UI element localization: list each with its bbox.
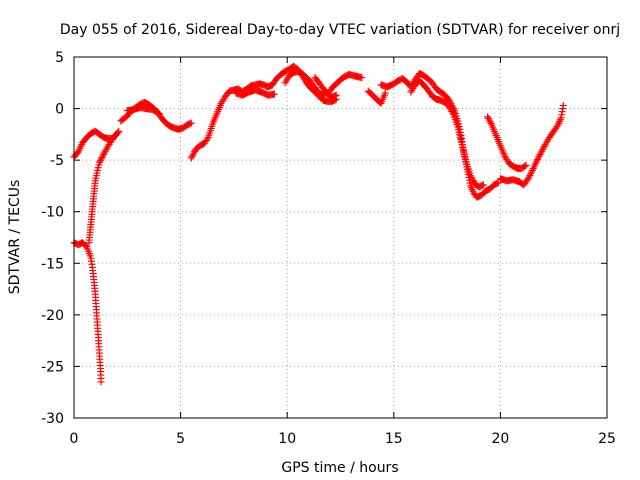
data-point — [446, 104, 454, 112]
y-tick-label: -10 — [41, 205, 64, 221]
series-arc-k — [324, 71, 366, 98]
data-point — [526, 171, 534, 179]
data-point — [484, 113, 492, 121]
data-point — [487, 119, 495, 127]
data-point — [358, 74, 366, 82]
y-tick-label: 5 — [55, 50, 64, 66]
y-tick-label: -15 — [41, 256, 64, 272]
data-point — [521, 162, 529, 170]
data-point — [445, 96, 453, 104]
series-arc-p — [496, 101, 567, 189]
series-arc-m — [377, 70, 502, 201]
data-point — [332, 91, 340, 99]
data-point — [96, 157, 104, 165]
data-point — [189, 151, 197, 159]
series-arc-d — [117, 98, 195, 133]
data-point — [100, 150, 108, 158]
data-point — [484, 114, 492, 122]
data-point — [467, 173, 475, 181]
series-arc-o — [484, 113, 530, 172]
data-point — [469, 177, 477, 185]
data-point — [533, 157, 541, 165]
data-point — [187, 154, 195, 162]
data-point — [113, 130, 121, 138]
data-point — [524, 175, 532, 183]
series-arc-i — [281, 67, 327, 100]
x-tick-label: 20 — [491, 431, 509, 447]
x-tick-label: 25 — [598, 431, 616, 447]
data-point — [190, 149, 198, 157]
data-point — [97, 155, 105, 163]
data-point — [539, 144, 547, 152]
data-point — [533, 156, 541, 164]
data-point — [525, 173, 533, 181]
series-arc-g — [232, 86, 278, 99]
data-point — [203, 135, 211, 143]
data-point — [528, 168, 536, 176]
y-tick-labels: -30 -25 -20 -15 -10 -5 0 5 — [41, 50, 64, 427]
plot-frame — [73, 56, 608, 419]
data-point — [188, 152, 196, 160]
data-point — [154, 109, 162, 117]
data-point — [559, 101, 567, 109]
series-arc-b — [85, 127, 123, 247]
y-tick-label: -30 — [41, 411, 64, 427]
data-point — [155, 110, 163, 118]
data-point — [539, 146, 547, 154]
series-arc-n — [407, 77, 487, 191]
series-arc-l — [364, 87, 389, 107]
data-point — [538, 147, 546, 155]
data-point — [536, 151, 544, 159]
grid-lines — [74, 57, 607, 418]
data-point — [449, 109, 457, 117]
series-arc-a — [70, 239, 105, 386]
axis-ticks — [73, 56, 608, 419]
data-point — [537, 149, 545, 157]
data-point — [486, 118, 494, 126]
series-arc-c — [70, 127, 121, 161]
chart-title: Day 055 of 2016, Sidereal Day-to-day VTE… — [60, 22, 620, 38]
y-tick-label: -25 — [41, 359, 64, 375]
data-point — [527, 170, 535, 178]
x-tick-label: 15 — [385, 431, 403, 447]
data-point — [447, 106, 455, 114]
data-point — [467, 172, 475, 180]
series-arc-e — [123, 104, 163, 118]
data-point — [96, 158, 104, 166]
data-points — [70, 62, 567, 386]
x-tick-label: 10 — [278, 431, 296, 447]
data-point — [468, 175, 476, 183]
data-point — [99, 152, 107, 160]
y-tick-label: -20 — [41, 308, 64, 324]
data-point — [98, 154, 106, 162]
data-point — [535, 152, 543, 160]
x-tick-label: 5 — [176, 431, 185, 447]
data-point — [187, 119, 195, 127]
data-point — [448, 107, 456, 115]
data-point — [534, 154, 542, 162]
series-arc-f — [187, 80, 276, 162]
x-tick-label: 0 — [70, 431, 79, 447]
x-tick-labels: 0 5 10 15 20 25 — [70, 431, 616, 447]
data-point — [100, 149, 108, 157]
y-tick-label: -5 — [50, 153, 64, 169]
data-point — [270, 90, 278, 98]
data-point — [479, 181, 487, 189]
data-point — [485, 116, 493, 124]
y-axis-label: SDTVAR / TECUs — [7, 180, 23, 295]
data-point — [112, 131, 120, 139]
series-arc-h — [268, 62, 340, 105]
data-point — [522, 161, 530, 169]
data-point — [381, 89, 389, 97]
data-point — [445, 103, 453, 111]
y-tick-label: 0 — [55, 102, 64, 118]
data-point — [494, 179, 502, 187]
data-point — [318, 91, 326, 99]
data-point — [97, 378, 105, 386]
x-axis-label: GPS time / hours — [281, 460, 398, 476]
data-point — [319, 92, 327, 100]
